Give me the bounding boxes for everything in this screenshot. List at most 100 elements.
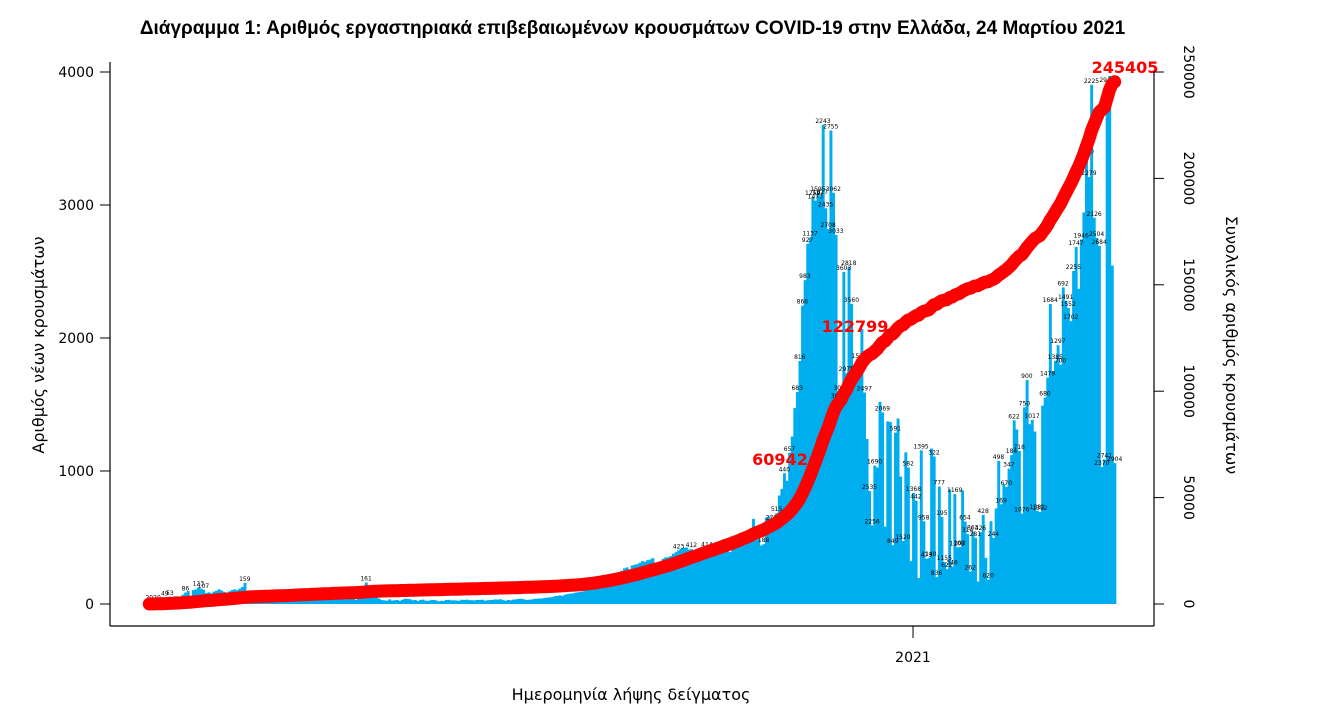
bar [788, 452, 792, 604]
bar [666, 557, 670, 604]
bar [891, 545, 895, 604]
bar [912, 492, 915, 604]
bar [677, 550, 681, 604]
bar [506, 600, 510, 604]
data-label: 86 [182, 586, 190, 593]
data-label: 816 [794, 354, 806, 361]
bar [924, 558, 928, 604]
data-label: 426 [975, 525, 987, 532]
bar [837, 399, 841, 604]
bar [573, 592, 577, 604]
bar [888, 422, 892, 604]
data-label: 670 [1001, 480, 1013, 487]
bar [850, 303, 854, 604]
bar [687, 549, 691, 604]
bar [437, 601, 441, 604]
bars-group [148, 75, 1117, 605]
bar [1023, 407, 1026, 604]
bar [411, 600, 415, 604]
bar [777, 495, 781, 604]
bar [914, 500, 918, 604]
bar [968, 571, 972, 604]
data-label: 347 [1003, 462, 1015, 469]
data-label: 515 [771, 506, 783, 513]
bar [511, 599, 515, 604]
bar [1048, 304, 1052, 604]
bar [597, 580, 601, 604]
data-label: 3062 [826, 186, 841, 193]
bar [470, 600, 474, 604]
data-label: 202 [954, 540, 966, 547]
bar [728, 552, 732, 604]
data-label: 1017 [1024, 413, 1039, 420]
bar [576, 592, 580, 604]
data-label: 281 [970, 531, 982, 538]
bar [844, 373, 848, 604]
bar [326, 598, 330, 604]
data-label: 1259 [805, 190, 820, 197]
bar [1061, 287, 1065, 604]
bar [589, 585, 593, 604]
bar [1108, 75, 1112, 605]
bar [757, 537, 761, 604]
y-right-tick-label: 0 [1180, 600, 1196, 609]
data-label: 1169 [947, 487, 962, 494]
bar [610, 574, 613, 604]
bar [695, 550, 699, 604]
bar [770, 521, 774, 604]
data-label: 498 [993, 454, 1005, 461]
data-label: 1155 [937, 555, 952, 562]
bar [715, 550, 719, 604]
bar [431, 600, 435, 604]
bar [759, 545, 763, 604]
bar [478, 599, 482, 604]
bar [504, 600, 508, 604]
bar [1079, 239, 1083, 604]
y-left-tick-label: 1000 [58, 464, 94, 480]
bar [413, 600, 417, 604]
bar [811, 196, 815, 604]
data-label: 3560 [844, 297, 859, 304]
bar [746, 538, 750, 604]
bar [1069, 321, 1073, 604]
bar [473, 600, 477, 604]
bar [566, 594, 570, 604]
data-label: 654 [959, 515, 971, 522]
bar [971, 531, 975, 604]
bar [452, 600, 456, 604]
data-label: 188 [758, 537, 770, 544]
data-label: 863 [967, 525, 979, 532]
data-label: 169 [995, 497, 1007, 504]
data-label: 1368 [906, 486, 921, 493]
data-label: 927 [802, 237, 814, 244]
data-label: 2225 [1084, 78, 1099, 85]
bar [958, 547, 962, 604]
bar [917, 578, 921, 604]
data-label: 591 [890, 426, 902, 433]
data-label: 1137 [802, 231, 817, 238]
bar [986, 579, 990, 604]
bar [943, 562, 946, 604]
bar [1074, 247, 1078, 604]
data-label: 750 [1019, 400, 1031, 407]
data-label: 1140 [921, 551, 936, 558]
bar [886, 421, 890, 604]
cumulative-line-group [142, 75, 1122, 611]
bar [945, 569, 949, 604]
data-label: 2504 [1089, 231, 1104, 238]
bar [488, 600, 492, 604]
bar [496, 599, 500, 604]
bar [1092, 217, 1096, 604]
bar [1035, 510, 1039, 604]
bar [622, 568, 626, 604]
bar [542, 598, 546, 604]
bar [904, 452, 908, 604]
bar [607, 574, 611, 604]
bar [641, 561, 644, 604]
bar [553, 596, 557, 604]
bar [953, 494, 957, 604]
bar [824, 208, 828, 604]
bar [653, 566, 657, 604]
bar [568, 593, 572, 604]
bar [723, 548, 727, 604]
